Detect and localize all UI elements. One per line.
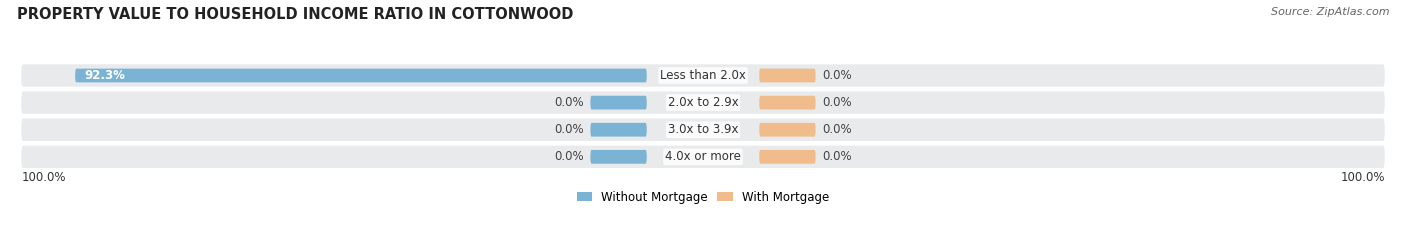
Legend: Without Mortgage, With Mortgage: Without Mortgage, With Mortgage <box>572 186 834 208</box>
Text: 0.0%: 0.0% <box>823 96 852 109</box>
FancyBboxPatch shape <box>759 96 815 110</box>
Text: 100.0%: 100.0% <box>21 171 66 184</box>
Text: 92.3%: 92.3% <box>84 69 125 82</box>
FancyBboxPatch shape <box>591 123 647 137</box>
FancyBboxPatch shape <box>759 123 815 137</box>
Text: 3.0x to 3.9x: 3.0x to 3.9x <box>668 123 738 136</box>
Text: 0.0%: 0.0% <box>823 150 852 163</box>
FancyBboxPatch shape <box>21 91 1385 114</box>
FancyBboxPatch shape <box>21 119 1385 141</box>
Text: 4.0x or more: 4.0x or more <box>665 150 741 163</box>
Text: 0.0%: 0.0% <box>554 123 583 136</box>
Text: 0.0%: 0.0% <box>823 69 852 82</box>
FancyBboxPatch shape <box>591 150 647 164</box>
FancyBboxPatch shape <box>759 69 815 82</box>
FancyBboxPatch shape <box>21 64 1385 87</box>
Text: 0.0%: 0.0% <box>554 150 583 163</box>
Text: PROPERTY VALUE TO HOUSEHOLD INCOME RATIO IN COTTONWOOD: PROPERTY VALUE TO HOUSEHOLD INCOME RATIO… <box>17 7 574 22</box>
Text: 100.0%: 100.0% <box>1340 171 1385 184</box>
FancyBboxPatch shape <box>75 69 647 82</box>
FancyBboxPatch shape <box>591 96 647 110</box>
FancyBboxPatch shape <box>21 146 1385 168</box>
FancyBboxPatch shape <box>759 150 815 164</box>
Text: 0.0%: 0.0% <box>823 123 852 136</box>
Text: Source: ZipAtlas.com: Source: ZipAtlas.com <box>1271 7 1389 17</box>
Text: 2.0x to 2.9x: 2.0x to 2.9x <box>668 96 738 109</box>
Text: Less than 2.0x: Less than 2.0x <box>659 69 747 82</box>
Text: 0.0%: 0.0% <box>554 96 583 109</box>
